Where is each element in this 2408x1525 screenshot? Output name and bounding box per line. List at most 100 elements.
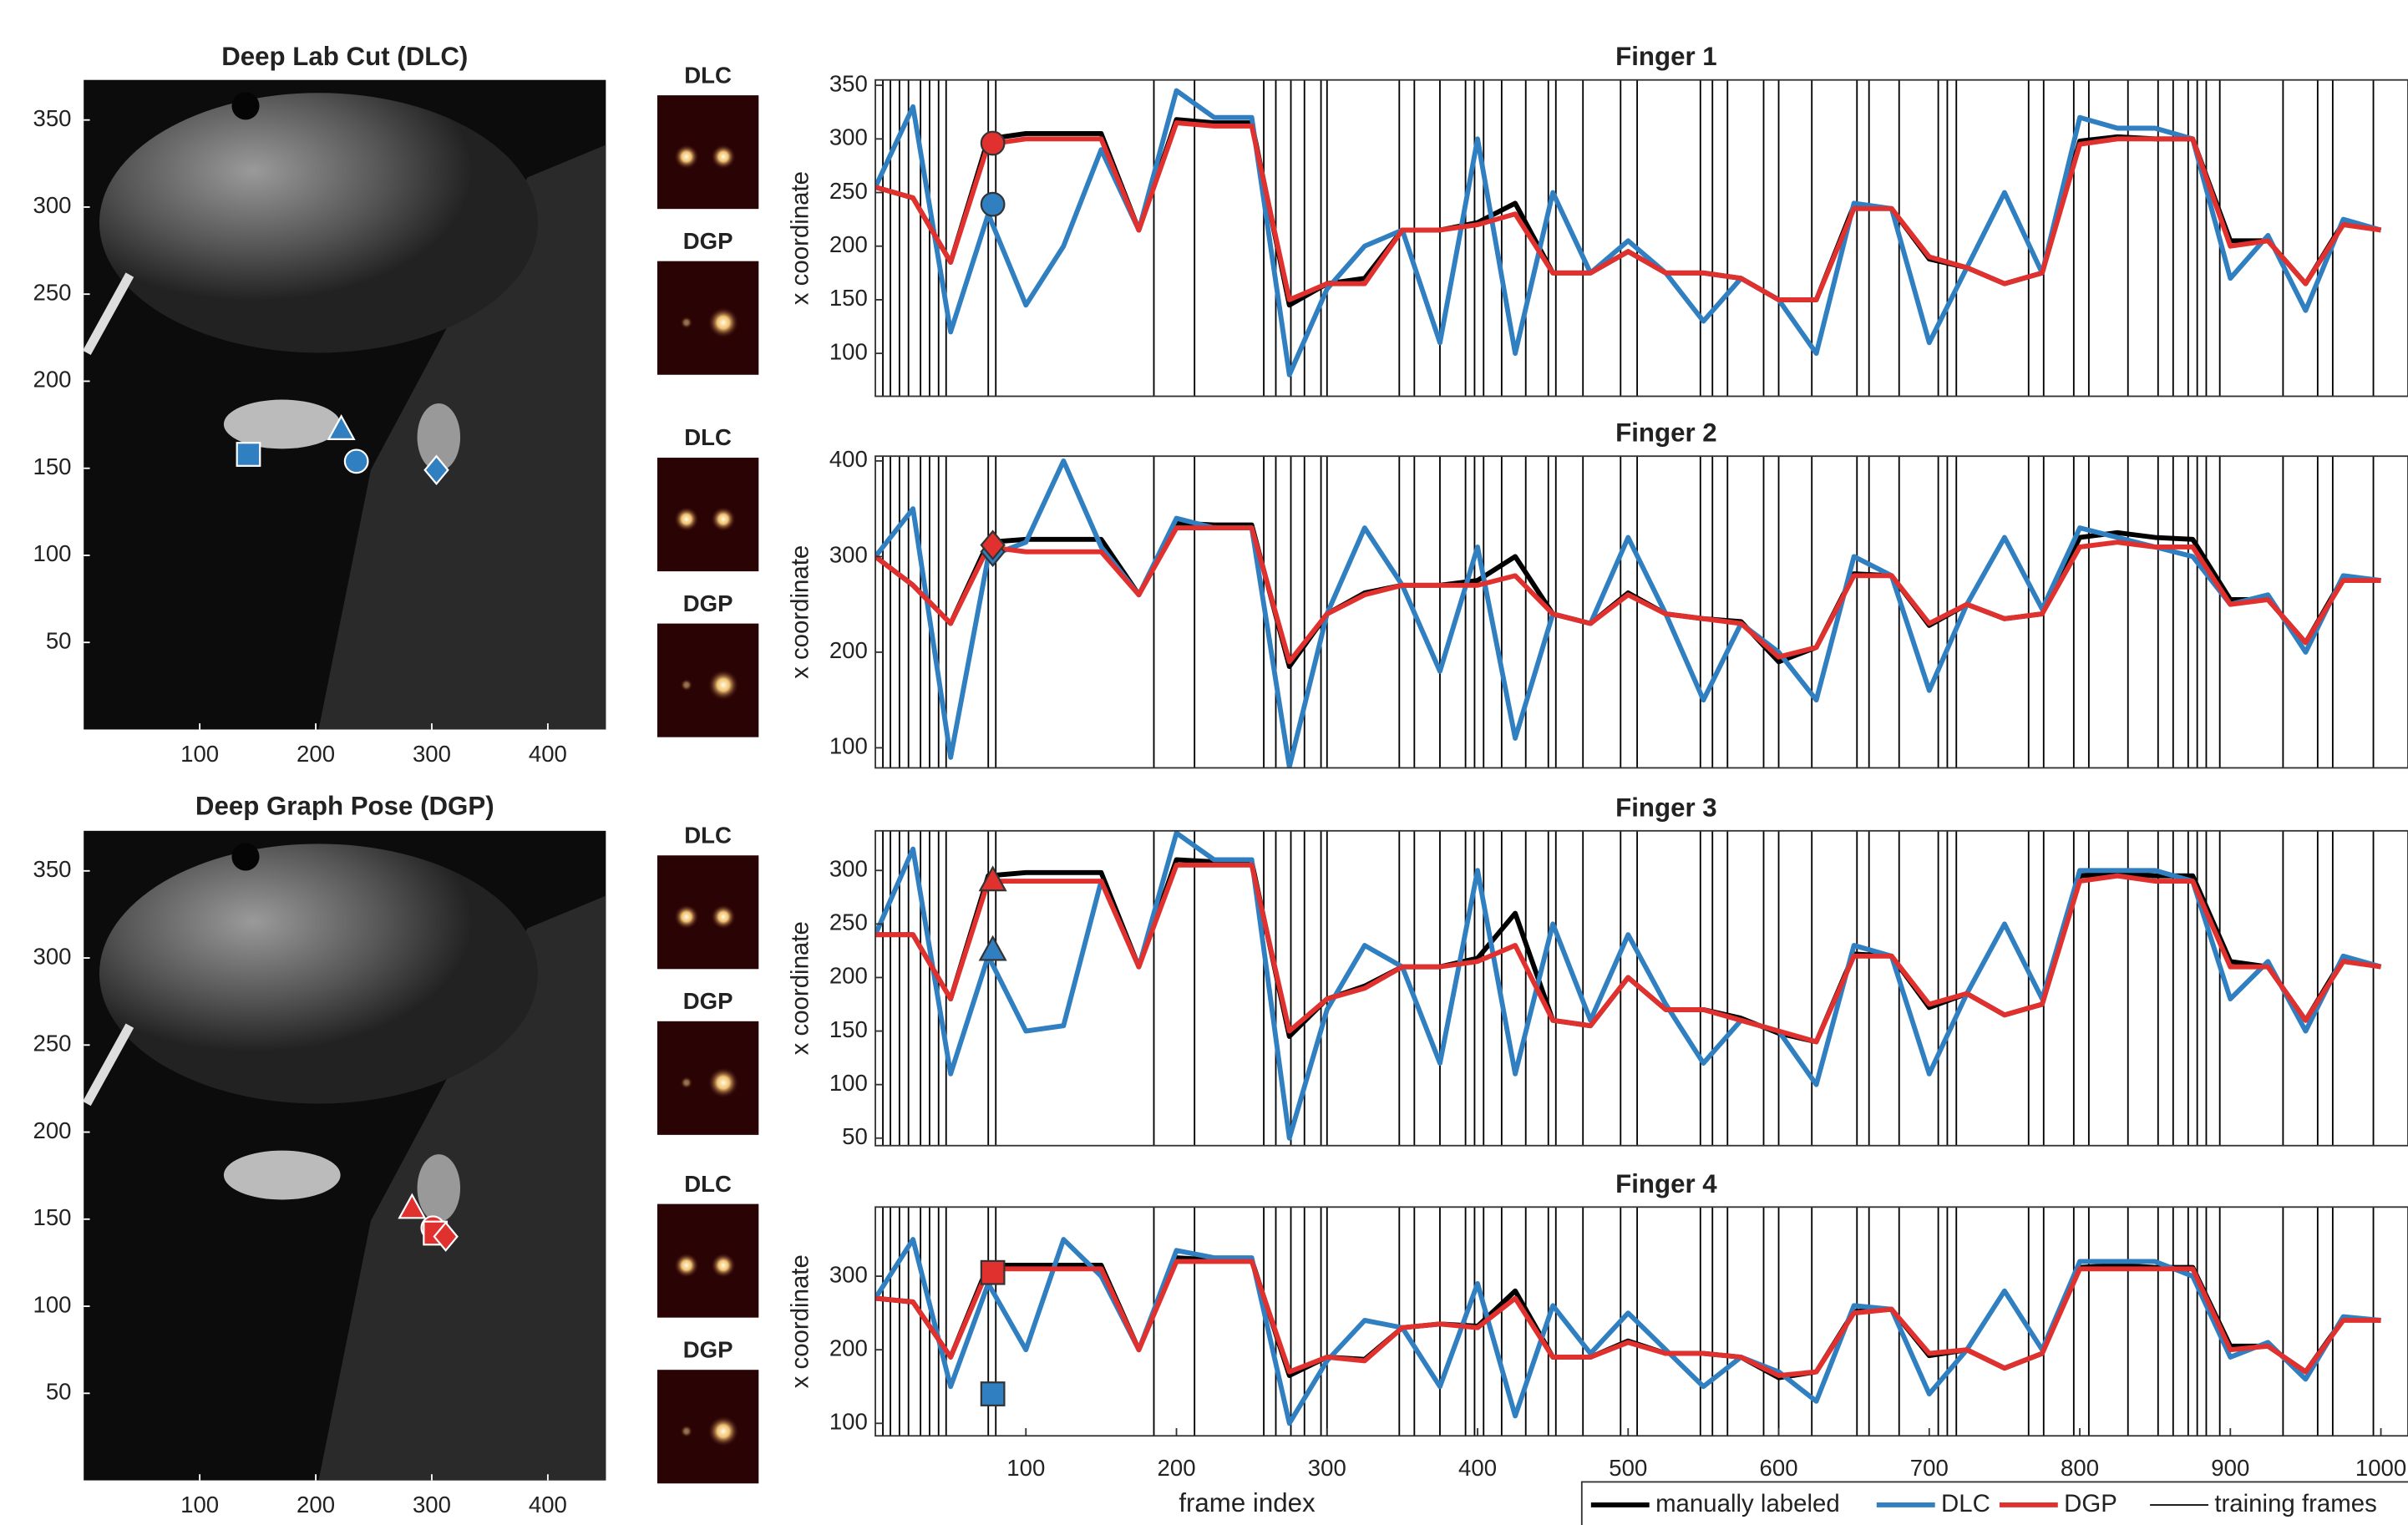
marker <box>980 130 1006 156</box>
chart-title: Deep Lab Cut (DLC) <box>221 42 468 71</box>
x-tick-label: 400 <box>1458 1455 1497 1481</box>
heat-spot <box>674 904 699 930</box>
heat-spot <box>674 506 699 532</box>
whisker-bar <box>83 272 134 356</box>
y-tick-label: 300 <box>829 856 868 882</box>
y-tick-label: 100 <box>829 733 868 759</box>
plot-area <box>875 1207 2381 1436</box>
y-axis-label: x coordinate <box>787 921 814 1055</box>
chart-title: Deep Graph Pose (DGP) <box>195 791 494 820</box>
thumbnail <box>656 261 759 375</box>
y-axis-label: x coordinate <box>787 1254 814 1388</box>
thumbnail-label: DGP <box>683 988 733 1014</box>
x-tick-label: 800 <box>2061 1455 2099 1481</box>
heat-spot <box>707 307 739 338</box>
y-axis-label: x coordinate <box>787 545 814 679</box>
heat-spot <box>711 144 736 170</box>
y-tick-label: 350 <box>33 856 71 882</box>
y-tick-label: 200 <box>33 1117 71 1143</box>
plot-frame <box>874 829 2408 1147</box>
marker <box>343 448 369 474</box>
plot-area <box>875 79 2382 397</box>
heat-spot <box>674 144 699 170</box>
y-tick-label: 400 <box>829 446 868 472</box>
x-tick-label: 100 <box>180 741 219 767</box>
heat-spot <box>707 1066 739 1098</box>
thumbnail-label: DLC <box>684 1171 732 1197</box>
thumbnail <box>656 855 759 970</box>
plot-frame <box>874 79 2408 398</box>
body <box>318 895 606 1481</box>
marker <box>398 1193 427 1219</box>
y-tick-label: 50 <box>46 1379 72 1405</box>
y-axis-label: x coordinate <box>787 171 814 305</box>
x-tick-label: 900 <box>2211 1455 2249 1481</box>
thumbnail-label: DLC <box>684 62 732 88</box>
thumbnail <box>656 1021 759 1135</box>
thumbnail-label: DLC <box>684 424 732 450</box>
x-tick-label: 300 <box>1308 1455 1346 1481</box>
heat-spot <box>680 678 693 692</box>
paw <box>417 403 461 471</box>
series-line <box>875 458 2381 768</box>
series-line <box>875 120 2381 302</box>
legend-label: DLC <box>1941 1490 1990 1517</box>
heat-spot <box>680 1425 693 1438</box>
y-tick-label: 100 <box>829 338 868 364</box>
plot-area <box>875 830 2382 1146</box>
plot-frame <box>874 1206 2408 1437</box>
x-tick-label: 1000 <box>2355 1455 2406 1481</box>
legend-label: training frames <box>2214 1490 2377 1517</box>
marker <box>980 1259 1006 1285</box>
eye <box>231 92 260 120</box>
marker <box>978 865 1007 892</box>
heat-spot <box>680 1077 693 1089</box>
thumbnail-label: DGP <box>683 590 733 616</box>
thumbnail <box>656 95 759 210</box>
marker <box>433 1221 459 1252</box>
marker <box>980 191 1006 217</box>
y-tick-label: 200 <box>33 367 71 393</box>
y-tick-label: 50 <box>46 627 72 653</box>
y-tick-label: 100 <box>33 540 71 566</box>
plot-area <box>875 456 2381 768</box>
x-tick-label: 200 <box>297 1492 335 1517</box>
x-tick-label: 100 <box>1006 1455 1045 1481</box>
x-axis-label: frame index <box>1179 1488 1316 1517</box>
x-tick-label: 500 <box>1609 1455 1647 1481</box>
x-tick-label: 100 <box>180 1492 219 1517</box>
y-tick-label: 150 <box>33 453 71 479</box>
heat-spot <box>711 506 736 532</box>
paw <box>223 1150 341 1200</box>
legend-label: manually labeled <box>1655 1490 1840 1517</box>
y-tick-label: 200 <box>829 1335 868 1360</box>
x-tick-label: 300 <box>413 741 451 767</box>
chart-title: Finger 4 <box>1615 1169 1717 1198</box>
thumbnail <box>656 1370 759 1484</box>
y-tick-label: 50 <box>842 1123 868 1149</box>
marker <box>236 442 261 467</box>
thumbnail-label: DGP <box>683 228 733 254</box>
heat-spot <box>674 1253 699 1278</box>
heat-spot <box>707 669 739 701</box>
y-tick-label: 300 <box>33 192 71 218</box>
x-tick-label: 600 <box>1760 1455 1798 1481</box>
series-line <box>875 862 2381 1045</box>
thumbnail <box>656 1203 759 1318</box>
x-tick-label: 200 <box>297 741 335 767</box>
x-tick-label: 700 <box>1910 1455 1949 1481</box>
marker <box>980 529 1006 560</box>
paw <box>417 1154 461 1223</box>
chart-title: Finger 2 <box>1615 418 1717 448</box>
y-tick-label: 100 <box>33 1291 71 1317</box>
y-tick-label: 300 <box>829 542 868 568</box>
legend-label: DGP <box>2064 1490 2117 1517</box>
y-tick-label: 250 <box>33 1031 71 1056</box>
heat-spot <box>711 1253 736 1278</box>
marker <box>327 413 356 440</box>
marker <box>980 1381 1006 1406</box>
series-line <box>875 525 2381 665</box>
heat-spot <box>707 1416 739 1447</box>
x-tick-label: 200 <box>1158 1455 1196 1481</box>
